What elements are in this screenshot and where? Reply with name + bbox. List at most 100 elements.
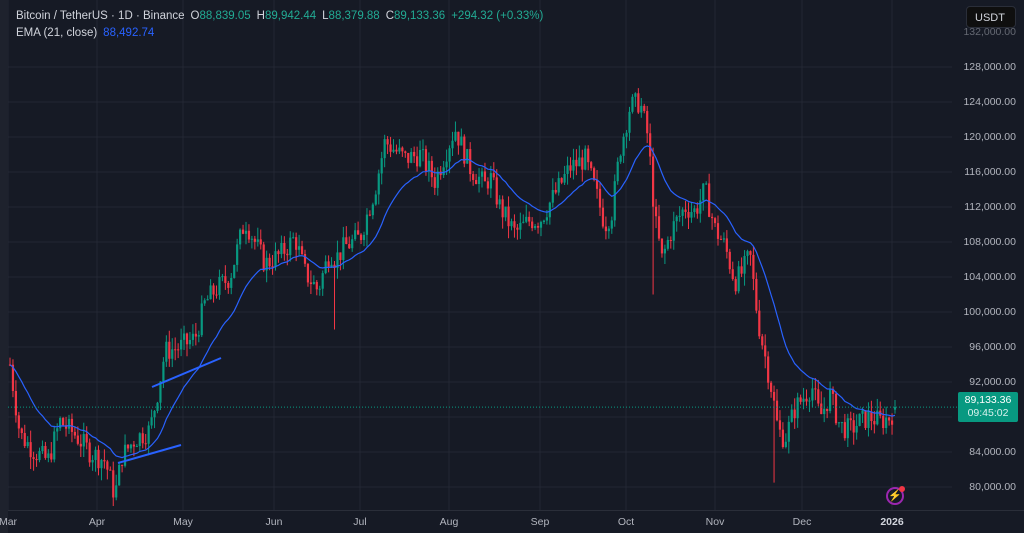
trendline-drawing[interactable]: [151, 357, 222, 388]
candle-body: [719, 238, 723, 240]
candle-body: [684, 209, 687, 212]
candle-body: [492, 173, 495, 178]
time-axis[interactable]: Mar Apr May Jun Jul Aug Sep Oct Nov Dec 2026: [0, 510, 1024, 533]
candle-body: [345, 237, 348, 245]
candle-body: [657, 216, 661, 239]
currency-button[interactable]: USDT: [966, 6, 1016, 28]
candle-body: [268, 257, 271, 267]
candle-body: [430, 160, 433, 178]
candle-body: [888, 417, 891, 421]
candle-body: [26, 442, 29, 447]
trendline-drawing[interactable]: [117, 444, 182, 464]
time-tick-label: Jun: [265, 516, 283, 528]
candle-body: [728, 251, 731, 270]
candle-body: [581, 157, 584, 170]
time-tick-label: Sep: [530, 516, 550, 528]
candle-body: [79, 443, 82, 447]
candle-body: [534, 225, 537, 229]
candle-body: [743, 255, 746, 274]
high-value: 89,942.44: [264, 10, 317, 22]
candle-body: [103, 460, 106, 462]
ema-line[interactable]: [9, 145, 896, 459]
candle-body: [407, 152, 410, 163]
candle-body: [613, 181, 616, 221]
candle-body: [253, 238, 256, 242]
candle-body: [849, 418, 852, 421]
price-tick-label: 112,000.00: [964, 201, 1016, 213]
candle-body: [56, 428, 59, 432]
ema-label[interactable]: EMA (21, close): [16, 27, 98, 39]
candle-body: [772, 391, 776, 401]
low-value: 88,379.88: [328, 10, 380, 22]
candle-body: [265, 257, 268, 271]
candle-body: [472, 174, 475, 180]
candle-body: [646, 111, 649, 134]
candle-body: [73, 431, 76, 436]
candle-body: [383, 139, 386, 159]
candle-body: [200, 303, 203, 336]
symbol-title[interactable]: Bitcoin / TetherUS · 1D · Binance: [16, 10, 185, 22]
candle-body: [749, 251, 752, 255]
lightning-bolt-icon[interactable]: ⚡: [886, 486, 905, 505]
candle-body: [477, 176, 481, 185]
candle-body: [799, 397, 802, 402]
candle-body: [566, 165, 569, 174]
candle-body: [778, 420, 782, 430]
candle-body: [413, 151, 416, 157]
candle-body: [218, 276, 221, 295]
candle-body: [843, 422, 846, 439]
symbol-row: Bitcoin / TetherUS · 1D · Binance O 88,83…: [16, 8, 543, 25]
candle-body: [11, 364, 15, 391]
candle-body: [162, 361, 165, 382]
candle-body: [767, 356, 770, 383]
candle-body: [610, 220, 613, 229]
candle-body: [713, 218, 717, 224]
time-tick-label: Dec: [792, 516, 812, 528]
candle-body: [17, 415, 20, 429]
candle-body: [236, 244, 239, 265]
candle-body: [50, 453, 53, 460]
candle-body: [180, 339, 183, 350]
candle-body: [501, 199, 504, 218]
time-tick-label: Nov: [705, 516, 725, 528]
candle-body: [433, 177, 436, 188]
candle-body: [147, 425, 150, 444]
candle-body: [23, 433, 26, 447]
candle-body: [118, 464, 121, 486]
candle-body: [840, 422, 843, 424]
candle-body: [542, 220, 546, 223]
candle-body: [274, 251, 277, 268]
candle-body: [711, 216, 714, 219]
candle-body: [209, 285, 212, 300]
candle-body: [637, 93, 640, 113]
candle-body: [398, 147, 401, 152]
candle-body: [374, 194, 377, 205]
candle-body: [203, 300, 206, 304]
candle-body: [823, 408, 826, 415]
candle-body: [392, 149, 395, 152]
time-tick-label: 2026: [880, 516, 904, 528]
candle-body: [654, 206, 658, 217]
candle-body: [47, 453, 50, 458]
price-axis[interactable]: 80,000.0084,000.0088,000.0092,000.0096,0…: [952, 0, 1024, 510]
candle-body: [129, 444, 133, 449]
candle-body: [669, 240, 672, 242]
candle-body: [191, 333, 194, 340]
candle-body: [663, 248, 666, 254]
candle-body: [295, 237, 298, 250]
candle-body: [834, 393, 838, 424]
candle-body: [761, 336, 764, 346]
open-value: 88,839.05: [199, 10, 251, 22]
candle-body: [44, 445, 47, 458]
candle-body: [380, 158, 383, 174]
candle-body: [666, 240, 669, 249]
candle-body: [876, 410, 879, 425]
candle-body: [174, 349, 177, 351]
candle-body: [141, 433, 144, 444]
price-tick-label: 124,000.00: [963, 96, 1016, 108]
candle-body: [389, 144, 392, 152]
candle-body: [445, 161, 448, 168]
last-price-label: 89,133.36 09:45:02: [958, 392, 1018, 423]
